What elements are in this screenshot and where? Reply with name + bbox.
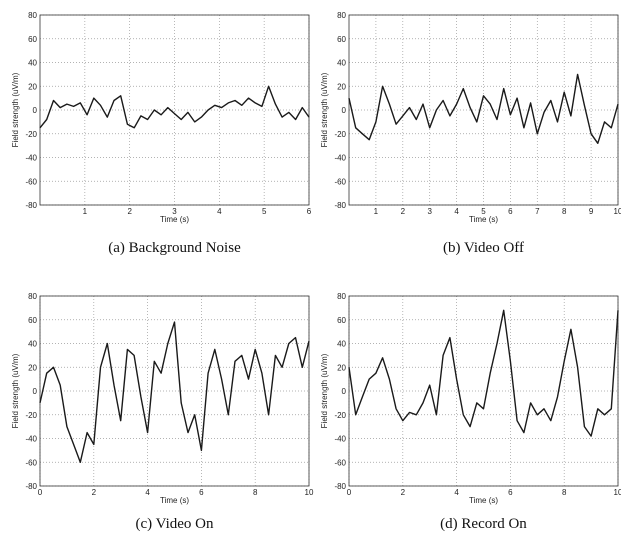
x-tick-label: 6: [508, 488, 513, 497]
y-tick-label: -80: [334, 201, 346, 210]
series-line-0: [348, 73, 619, 145]
y-tick-label: -80: [25, 201, 37, 210]
y-tick-label: -80: [25, 482, 37, 491]
x-tick-label: 6: [508, 207, 513, 216]
y-tick-label: -40: [334, 154, 346, 163]
y-tick-label: 40: [28, 59, 37, 68]
panel-caption: (d) Record On: [440, 516, 527, 532]
x-tick-label: 4: [454, 488, 459, 497]
x-tick-label: 8: [562, 488, 567, 497]
x-tick-label: 5: [262, 207, 267, 216]
x-tick-label: 1: [374, 207, 379, 216]
y-tick-label: 20: [337, 363, 346, 372]
x-tick-label: 6: [307, 207, 312, 216]
x-tick-label: 4: [145, 488, 150, 497]
y-tick-label: -40: [25, 154, 37, 163]
y-axis-label: Field strength (uV/m): [11, 72, 20, 147]
y-tick-label: 80: [337, 11, 346, 20]
plot-frame: [39, 295, 310, 487]
y-tick-label: 80: [28, 11, 37, 20]
y-tick-label: -20: [334, 130, 346, 139]
chart-panel-1: 80 60 40 20 0 -20 -40 -60 -80 1 2 3 4 5 6 7 8 9 10 Time (s)…: [320, 11, 621, 256]
x-tick-label: 4: [454, 207, 459, 216]
panel-caption: (b) Video Off: [443, 240, 524, 256]
x-tick-label: 8: [253, 488, 258, 497]
x-tick-label: 2: [401, 488, 406, 497]
y-tick-label: 40: [337, 59, 346, 68]
y-tick-label: 20: [28, 82, 37, 91]
x-tick-label: 9: [589, 207, 594, 216]
y-tick-label: 0: [342, 106, 347, 115]
y-tick-label: -60: [334, 458, 346, 467]
series-line-0: [39, 321, 310, 463]
y-tick-label: 40: [337, 340, 346, 349]
y-tick-label: 0: [342, 387, 347, 396]
y-tick-label: 80: [28, 292, 37, 301]
x-tick-label: 5: [481, 207, 486, 216]
y-tick-label: 40: [28, 340, 37, 349]
plot-frame: [39, 14, 310, 206]
y-tick-label: 60: [337, 316, 346, 325]
y-tick-label: 60: [337, 35, 346, 44]
panel-caption: (c) Video On: [136, 516, 214, 532]
panel-caption: (a) Background Noise: [108, 240, 241, 256]
plot-frame: [348, 14, 619, 206]
plot-frame: [348, 295, 619, 487]
x-tick-label: 0: [347, 488, 352, 497]
x-tick-label: 0: [38, 488, 43, 497]
chart-panel-0: 80 60 40 20 0 -20 -40 -60 -80 1 2 3 4 5 6 Time (s) Field…: [11, 11, 312, 256]
x-tick-label: 4: [217, 207, 222, 216]
x-tick-label: 7: [535, 207, 540, 216]
x-tick-label: 3: [172, 207, 177, 216]
y-tick-label: 60: [28, 35, 37, 44]
x-tick-label: 10: [614, 488, 621, 497]
y-axis-label: Field strength (uV/m): [320, 72, 329, 147]
x-tick-label: 6: [199, 488, 204, 497]
x-tick-label: 10: [614, 207, 621, 216]
y-tick-label: -40: [334, 435, 346, 444]
y-axis-label: Field strength (uV/m): [11, 353, 20, 428]
y-tick-label: -60: [334, 177, 346, 186]
y-tick-label: 0: [33, 106, 38, 115]
y-tick-label: 0: [33, 387, 38, 396]
y-tick-label: 20: [28, 363, 37, 372]
series-line-0: [348, 309, 619, 437]
x-axis-label: Time (s): [160, 496, 189, 505]
y-tick-label: -40: [25, 435, 37, 444]
plot-area: [349, 296, 618, 486]
x-tick-label: 2: [127, 207, 132, 216]
y-tick-label: -20: [334, 411, 346, 420]
x-axis-label: Time (s): [469, 496, 498, 505]
y-tick-label: 20: [337, 82, 346, 91]
plot-area: [349, 15, 618, 205]
x-tick-label: 3: [427, 207, 432, 216]
y-tick-label: -60: [25, 177, 37, 186]
x-tick-label: 2: [92, 488, 97, 497]
y-tick-label: -20: [25, 411, 37, 420]
x-tick-label: 8: [562, 207, 567, 216]
x-axis-label: Time (s): [160, 215, 189, 224]
y-tick-label: -80: [334, 482, 346, 491]
y-axis-label: Field strength (uV/m): [320, 353, 329, 428]
y-tick-label: -60: [25, 458, 37, 467]
y-tick-label: 60: [28, 316, 37, 325]
y-tick-label: -20: [25, 130, 37, 139]
x-tick-label: 2: [401, 207, 406, 216]
series-line-0: [39, 85, 310, 129]
y-tick-label: 80: [337, 292, 346, 301]
x-tick-label: 1: [83, 207, 88, 216]
x-tick-label: 10: [305, 488, 314, 497]
x-axis-label: Time (s): [469, 215, 498, 224]
